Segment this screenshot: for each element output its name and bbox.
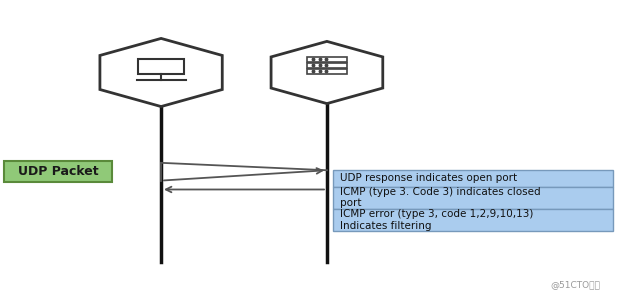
FancyBboxPatch shape [4, 161, 112, 182]
FancyBboxPatch shape [307, 69, 347, 74]
Text: UDP response indicates open port: UDP response indicates open port [341, 173, 518, 183]
FancyBboxPatch shape [307, 57, 347, 62]
FancyBboxPatch shape [333, 209, 613, 231]
Text: ICMP error (type 3, code 1,2,9,10,13)
Indicates filtering: ICMP error (type 3, code 1,2,9,10,13) In… [341, 209, 534, 231]
FancyBboxPatch shape [307, 63, 347, 68]
FancyBboxPatch shape [333, 170, 613, 187]
Text: UDP Packet: UDP Packet [18, 165, 99, 178]
Text: @51CTO博客: @51CTO博客 [550, 280, 600, 289]
FancyBboxPatch shape [333, 187, 613, 209]
FancyBboxPatch shape [138, 59, 184, 74]
Text: ICMP (type 3. Code 3) indicates closed
port: ICMP (type 3. Code 3) indicates closed p… [341, 187, 541, 208]
